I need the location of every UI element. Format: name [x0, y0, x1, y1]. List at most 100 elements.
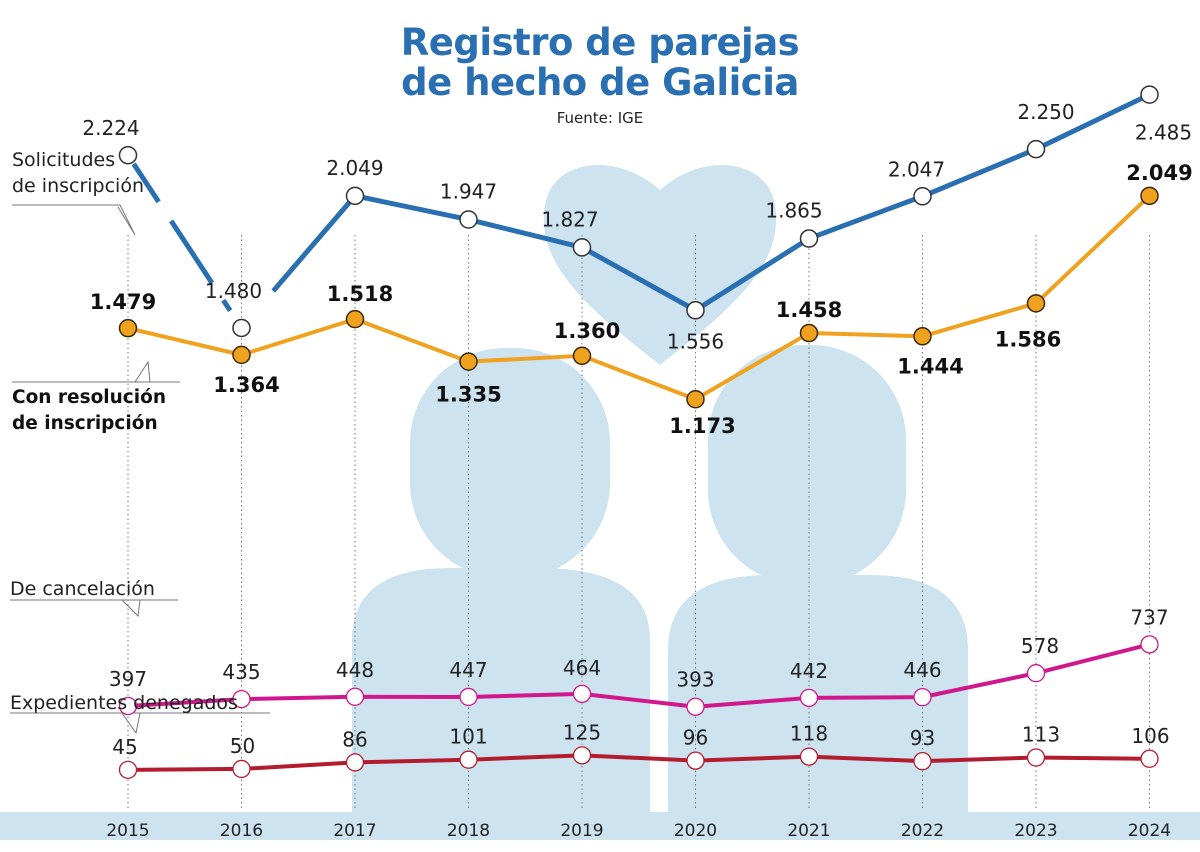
- series-line-cancelacion: [127, 642, 1150, 709]
- person-left-head: [410, 348, 610, 578]
- data-point-denegados-2016: [232, 759, 251, 779]
- data-label-solicitudes-2023: 2.250: [1017, 100, 1074, 124]
- data-point-denegados-2020: [686, 751, 705, 770]
- data-point-solicitudes-2022: [913, 187, 932, 206]
- data-point-resolucion-2023: [1026, 294, 1046, 313]
- series-line-segment: [131, 162, 161, 204]
- data-label-denegados-2017: 86: [342, 727, 367, 751]
- data-markers: [118, 85, 1159, 779]
- data-point-cancelacion-2021: [799, 688, 819, 708]
- series-label-callouts: [10, 204, 270, 735]
- data-point-solicitudes-2023: [1026, 139, 1046, 159]
- data-label-solicitudes-2019: 1.827: [541, 207, 598, 231]
- data-label-resolucion-2023: 1.586: [995, 327, 1061, 351]
- data-point-resolucion-2020: [686, 389, 705, 409]
- background-illustration: [0, 164, 1200, 840]
- data-point-cancelacion-2024: [1140, 635, 1159, 654]
- data-point-solicitudes-2017: [345, 186, 365, 206]
- person-right-head: [708, 345, 906, 585]
- data-label-resolucion-2020: 1.173: [669, 414, 735, 438]
- data-point-cancelacion-2023: [1026, 664, 1046, 683]
- data-point-solicitudes-2021: [799, 229, 819, 248]
- axis-band: [0, 812, 1200, 840]
- chart-title-line-2: de hecho de Galicia: [401, 61, 799, 104]
- data-label-cancelacion-2021: 442: [790, 659, 828, 683]
- data-point-resolucion-2017: [345, 309, 365, 329]
- data-label-solicitudes-2024: 2.485: [1135, 121, 1192, 145]
- data-label-denegados-2019: 125: [563, 720, 601, 744]
- data-labels: 2.224 1.480 2.049 1.947 1.827 1.556 1.865 2.047…: [82, 100, 1192, 759]
- series-line-segment: [271, 194, 357, 293]
- x-tick-label: 2021: [787, 821, 830, 841]
- x-tick-label: 2022: [901, 821, 944, 841]
- data-point-cancelacion-2022: [913, 687, 932, 707]
- x-tick-label: 2020: [674, 821, 717, 841]
- series-line-segment: [221, 298, 233, 313]
- data-label-cancelacion-2024: 737: [1130, 605, 1168, 629]
- callout-cancelacion: [10, 599, 178, 618]
- chart-source: Fuente: IGE: [556, 109, 644, 127]
- data-label-denegados-2015: 45: [112, 735, 137, 759]
- data-label-resolucion-2016: 1.364: [213, 373, 279, 397]
- callout-denegados: [10, 712, 270, 735]
- data-label-resolucion-2017: 1.518: [327, 282, 393, 306]
- data-label-denegados-2018: 101: [449, 725, 487, 749]
- data-point-denegados-2022: [913, 751, 932, 771]
- data-point-solicitudes-2020: [686, 301, 705, 320]
- data-point-resolucion-2016: [232, 345, 251, 365]
- data-label-resolucion-2015: 1.479: [90, 290, 156, 314]
- person-left-body: [352, 568, 650, 812]
- series-label-resolucion-line1: Con resolución: [12, 387, 166, 408]
- data-point-resolucion-2021: [799, 323, 819, 343]
- data-point-denegados-2018: [459, 750, 478, 769]
- data-point-denegados-2019: [572, 746, 592, 765]
- data-label-denegados-2022: 93: [910, 726, 935, 750]
- data-point-denegados-2024: [1140, 749, 1159, 768]
- data-label-solicitudes-2022: 2.047: [888, 157, 945, 181]
- data-label-cancelacion-2016: 435: [222, 660, 260, 684]
- heart-shape: [543, 164, 777, 365]
- data-point-cancelacion-2020: [686, 697, 705, 716]
- series-label-solicitudes-line2: de inscripción: [12, 175, 144, 197]
- data-label-cancelacion-2023: 578: [1021, 634, 1059, 658]
- data-point-cancelacion-2019: [572, 684, 592, 704]
- data-label-solicitudes-2020: 1.556: [667, 329, 724, 353]
- x-axis: 2015 2016 2017 2018 2019 2020 2021 2022 2023 2024: [106, 821, 1171, 841]
- data-label-resolucion-2022: 1.444: [897, 354, 963, 378]
- x-tick-label: 2016: [220, 821, 263, 841]
- x-tick-label: 2018: [447, 821, 490, 841]
- data-label-denegados-2020: 96: [683, 726, 708, 750]
- data-label-resolucion-2019: 1.360: [554, 319, 620, 343]
- data-label-denegados-2023: 113: [1022, 723, 1060, 747]
- data-label-cancelacion-2019: 464: [563, 656, 601, 680]
- series-line-segment: [169, 219, 215, 285]
- data-label-denegados-2021: 118: [790, 722, 828, 746]
- data-point-denegados-2023: [1026, 748, 1046, 767]
- data-point-cancelacion-2015: [118, 696, 138, 716]
- data-label-cancelacion-2022: 446: [903, 658, 941, 682]
- x-tick-label: 2024: [1128, 821, 1171, 841]
- chart-title-line-1: Registro de parejas: [400, 21, 800, 64]
- data-point-resolucion-2024: [1140, 186, 1159, 206]
- data-point-cancelacion-2018: [459, 687, 478, 707]
- data-point-solicitudes-2016: [232, 318, 251, 338]
- series-lines: [127, 92, 1151, 772]
- data-label-solicitudes-2017: 2.049: [326, 156, 383, 180]
- data-point-cancelacion-2017: [345, 687, 365, 706]
- x-tick-label: 2023: [1014, 821, 1057, 841]
- data-point-denegados-2021: [799, 747, 819, 766]
- data-label-denegados-2024: 106: [1131, 724, 1169, 748]
- series-label-denegados: Expedientes denegados: [10, 692, 238, 714]
- data-point-solicitudes-2015: [118, 145, 138, 165]
- series-line-resolucion: [127, 194, 1151, 402]
- data-label-cancelacion-2015: 397: [109, 667, 147, 691]
- person-right-body: [668, 575, 968, 812]
- x-tick-label: 2015: [106, 821, 149, 841]
- data-point-solicitudes-2019: [572, 238, 592, 257]
- series-label-cancelacion: De cancelación: [10, 578, 155, 600]
- data-point-resolucion-2022: [913, 327, 932, 346]
- x-tick-label: 2017: [333, 821, 376, 841]
- data-point-resolucion-2018: [459, 352, 478, 371]
- data-point-solicitudes-2018: [459, 210, 478, 229]
